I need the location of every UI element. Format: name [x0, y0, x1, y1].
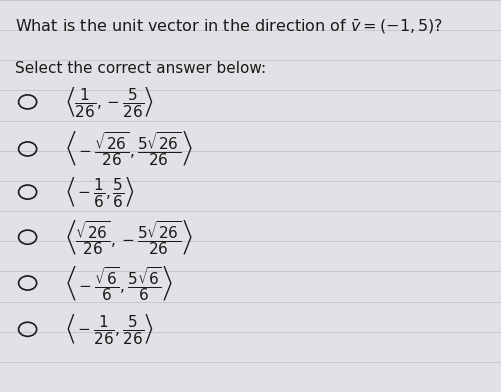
Text: $\left\langle \dfrac{\sqrt{26}}{26}, -\dfrac{5\sqrt{26}}{26} \right\rangle$: $\left\langle \dfrac{\sqrt{26}}{26}, -\d… — [65, 218, 193, 257]
Text: $\left\langle -\dfrac{1}{6}, \dfrac{5}{6} \right\rangle$: $\left\langle -\dfrac{1}{6}, \dfrac{5}{6… — [65, 175, 135, 209]
Text: $\left\langle -\dfrac{\sqrt{26}}{26}, \dfrac{5\sqrt{26}}{26} \right\rangle$: $\left\langle -\dfrac{\sqrt{26}}{26}, \d… — [65, 129, 193, 169]
Text: $\left\langle -\dfrac{1}{26}, \dfrac{5}{26} \right\rangle$: $\left\langle -\dfrac{1}{26}, \dfrac{5}{… — [65, 312, 154, 346]
Text: Select the correct answer below:: Select the correct answer below: — [15, 61, 266, 76]
Text: $\left\langle -\dfrac{\sqrt{6}}{6}, \dfrac{5\sqrt{6}}{6} \right\rangle$: $\left\langle -\dfrac{\sqrt{6}}{6}, \dfr… — [65, 263, 173, 303]
Text: What is the unit vector in the direction of $\bar{v} = (-1, 5)$?: What is the unit vector in the direction… — [15, 18, 442, 36]
Text: $\left\langle \dfrac{1}{26}, -\dfrac{5}{26} \right\rangle$: $\left\langle \dfrac{1}{26}, -\dfrac{5}{… — [65, 85, 154, 119]
